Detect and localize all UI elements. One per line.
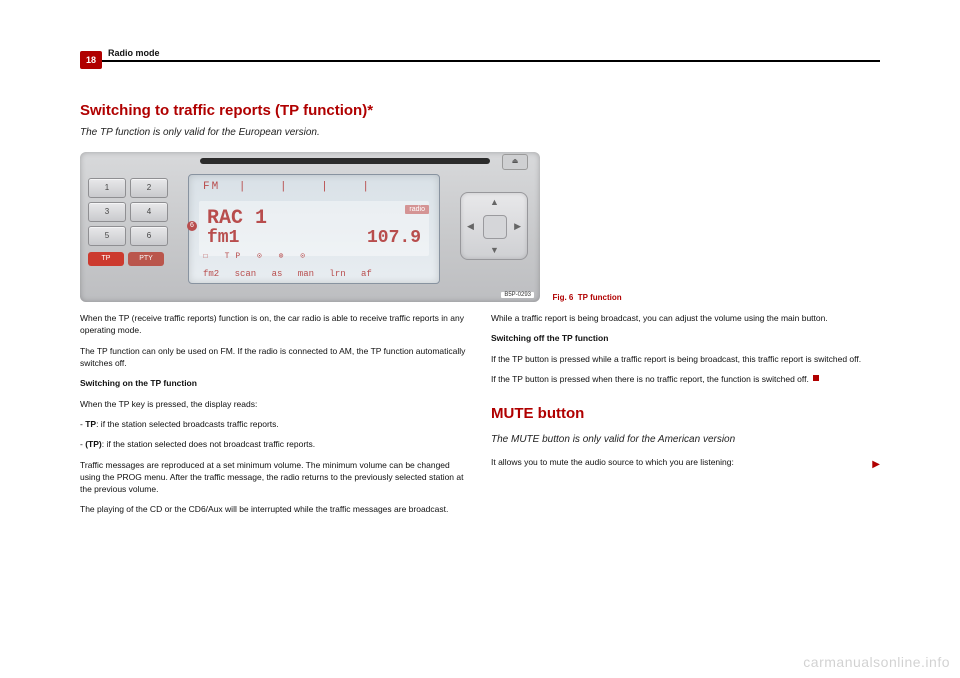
lcd-main: RAC 1 fm1 107.9 — [199, 201, 429, 256]
para: While a traffic report is being broadcas… — [491, 312, 880, 324]
para: If the TP button is pressed when there i… — [491, 373, 880, 385]
mute-heading: MUTE button — [491, 403, 880, 425]
lcd-band: fm1 — [207, 228, 239, 248]
para-text: If the TP button is pressed when there i… — [491, 374, 809, 384]
para: The TP function can only be used on FM. … — [80, 345, 469, 370]
para: The playing of the CD or the CD6/Aux wil… — [80, 503, 469, 515]
page-content: Switching to traffic reports (TP functio… — [80, 102, 880, 524]
lcd-status-icons: ☐ TP ⊙ ⊚ ⊙ — [203, 251, 311, 261]
preset-3: 3 — [88, 202, 126, 222]
bullet: - TP: if the station selected broadcasts… — [80, 418, 469, 430]
watermark: carmanualsonline.info — [803, 654, 950, 670]
pty-button: PTY — [128, 252, 164, 266]
preset-4: 4 — [130, 202, 168, 222]
car-radio: ⏏ 1 2 3 4 5 6 — [80, 152, 540, 302]
continue-arrow-icon: ▶ — [872, 458, 880, 473]
image-ref: B5P-0293 — [501, 292, 534, 298]
bullet: - (TP): if the station selected does not… — [80, 438, 469, 450]
eject-button: ⏏ — [502, 154, 528, 170]
lcd-frequency: 107.9 — [367, 228, 421, 248]
subheading: Switching off the TP function — [491, 332, 880, 344]
lcd-station: RAC 1 — [207, 207, 421, 230]
manual-page: 18 Radio mode Switching to traffic repor… — [80, 60, 880, 524]
tp-button: TP — [88, 252, 124, 266]
dpad-up-icon: ▲ — [490, 197, 499, 207]
para: When the TP key is pressed, the display … — [80, 398, 469, 410]
preset-6: 6 — [130, 226, 168, 246]
mute-subtitle: The MUTE button is only valid for the Am… — [491, 433, 880, 448]
preset-2: 2 — [130, 178, 168, 198]
figure-caption-prefix: Fig. 6 — [552, 293, 573, 302]
dpad-left-icon: ◀ — [467, 221, 474, 232]
para: Traffic messages are reproduced at a set… — [80, 459, 469, 496]
radio-figure: ⏏ 1 2 3 4 5 6 — [80, 152, 540, 302]
bullet-rest: : if the station selected does not broad… — [102, 439, 315, 449]
section-heading: Switching to traffic reports (TP functio… — [80, 102, 880, 119]
section-subtitle: The TP function is only valid for the Eu… — [80, 127, 880, 138]
header-rule: 18 Radio mode — [80, 60, 880, 62]
preset-5: 5 — [88, 226, 126, 246]
figure-caption: Fig. 6 TP function — [552, 293, 621, 302]
chapter-title: Radio mode — [108, 48, 160, 58]
end-marker-icon — [813, 375, 819, 381]
para: It allows you to mute the audio source t… — [491, 456, 880, 468]
body-columns: When the TP (receive traffic reports) fu… — [80, 312, 880, 524]
preset-1: 1 — [88, 178, 126, 198]
bullet-rest: : if the station selected broadcasts tra… — [96, 419, 279, 429]
figure-caption-text: TP function — [578, 293, 622, 302]
para: When the TP (receive traffic reports) fu… — [80, 312, 469, 337]
lcd-softkeys: fm2 scan as man lrn af — [203, 269, 372, 279]
dpad-right-icon: ▶ — [514, 221, 521, 232]
right-column: While a traffic report is being broadcas… — [491, 312, 880, 524]
para: If the TP button is pressed while a traf… — [491, 353, 880, 365]
bullet-bold: TP — [85, 419, 96, 429]
lcd-bars: | | | | — [239, 181, 383, 193]
page-number-badge: 18 — [80, 51, 102, 69]
lcd-preset-indicator: 6 — [187, 221, 197, 231]
lcd-band-top: FM — [203, 181, 220, 193]
para-text: It allows you to mute the audio source t… — [491, 457, 734, 467]
dpad-down-icon: ▼ — [490, 245, 499, 255]
cd-slot — [200, 158, 490, 164]
dpad: ▲ ▼ ◀ ▶ — [460, 192, 528, 260]
figure-block: ⏏ 1 2 3 4 5 6 — [80, 152, 880, 302]
left-column: When the TP (receive traffic reports) fu… — [80, 312, 469, 524]
subheading: Switching on the TP function — [80, 377, 469, 389]
preset-buttons: 1 2 3 4 5 6 TP PTY — [88, 178, 168, 266]
radio-display: FM | | | | radio 6 RAC 1 fm1 107.9 — [188, 174, 440, 284]
dpad-ok — [483, 215, 507, 239]
bullet-bold: (TP) — [85, 439, 102, 449]
